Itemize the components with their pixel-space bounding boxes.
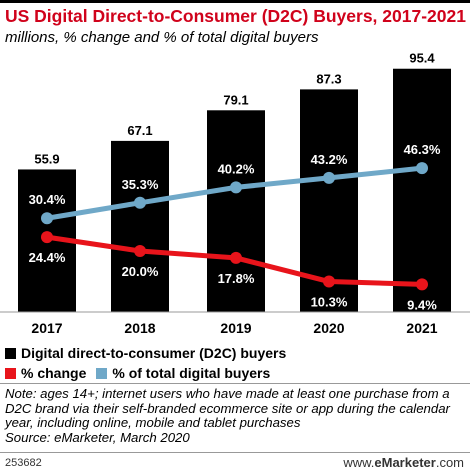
brand-logo: www.eMarketer.com <box>343 455 464 470</box>
change-point-2021 <box>416 278 428 291</box>
chart-plot: 55.9 67.1 79.1 87.3 95.4 2017 2018 2019 2020 2021… <box>0 51 470 336</box>
change-point-2019 <box>230 251 242 264</box>
share-value-label-2018: 35.3% <box>122 177 159 192</box>
legend-swatch-change <box>5 367 16 379</box>
share-value-label-2021: 46.3% <box>404 142 441 157</box>
legend: Digital direct-to-consumer (D2C) buyers … <box>5 343 286 383</box>
share-point-2020 <box>323 171 335 184</box>
change-value-label-2017: 24.4% <box>29 250 66 265</box>
share-value-label-2019: 40.2% <box>218 161 255 176</box>
change-point-2020 <box>323 275 335 288</box>
bar-value-label-2018: 67.1 <box>127 123 152 138</box>
share-point-2017 <box>41 212 53 225</box>
change-value-label-2020: 10.3% <box>311 295 348 310</box>
legend-row-lines: % change % of total digital buyers <box>5 363 286 383</box>
x-tick-label-2021: 2021 <box>406 320 437 336</box>
x-tick-label-2019: 2019 <box>220 320 251 336</box>
bar-2021 <box>393 68 451 312</box>
change-value-label-2019: 17.8% <box>218 271 255 286</box>
share-value-label-2020: 43.2% <box>311 152 348 167</box>
brand-name: eMarketer <box>374 455 436 470</box>
chart-note: Note: ages 14+; internet users who have … <box>5 386 465 445</box>
bar-value-label-2021: 95.4 <box>409 51 435 66</box>
top-rule <box>0 0 470 3</box>
chart-subtitle: millions, % change and % of total digita… <box>5 29 319 46</box>
brand-prefix: www. <box>343 455 375 470</box>
note-source: Source: eMarketer, March 2020 <box>5 429 190 445</box>
change-value-label-2021: 9.4% <box>407 297 437 312</box>
legend-item-bars: Digital direct-to-consumer (D2C) buyers <box>5 343 286 363</box>
bar-2018 <box>111 140 169 312</box>
x-tick-label-2017: 2017 <box>31 320 62 336</box>
legend-label-bars: Digital direct-to-consumer (D2C) buyers <box>21 345 287 361</box>
legend-label-share: % of total digital buyers <box>112 365 271 381</box>
chart-title: US Digital Direct-to-Consumer (D2C) Buye… <box>5 6 466 26</box>
x-tick-label-2018: 2018 <box>124 320 155 336</box>
x-tick-label-2020: 2020 <box>313 320 344 336</box>
legend-label-change: % change <box>21 365 87 381</box>
bar-2019 <box>207 110 265 312</box>
legend-swatch-share <box>96 367 108 379</box>
share-point-2021 <box>416 162 428 175</box>
share-point-2019 <box>230 181 242 194</box>
change-value-label-2018: 20.0% <box>122 264 159 279</box>
bar-value-label-2017: 55.9 <box>34 151 59 166</box>
bar-value-label-2020: 87.3 <box>316 71 341 86</box>
bar-value-label-2019: 79.1 <box>223 92 248 107</box>
share-point-2018 <box>134 196 146 209</box>
change-point-2018 <box>134 245 146 257</box>
brand-suffix: .com <box>435 455 464 470</box>
change-point-2017 <box>41 231 53 244</box>
chart-id: 253682 <box>5 457 42 469</box>
share-value-label-2017: 30.4% <box>29 192 66 207</box>
note-text: Note: ages 14+; internet users who have … <box>5 386 450 431</box>
legend-swatch-bars <box>5 347 16 359</box>
note-divider <box>0 383 470 384</box>
footer-divider <box>0 452 470 453</box>
